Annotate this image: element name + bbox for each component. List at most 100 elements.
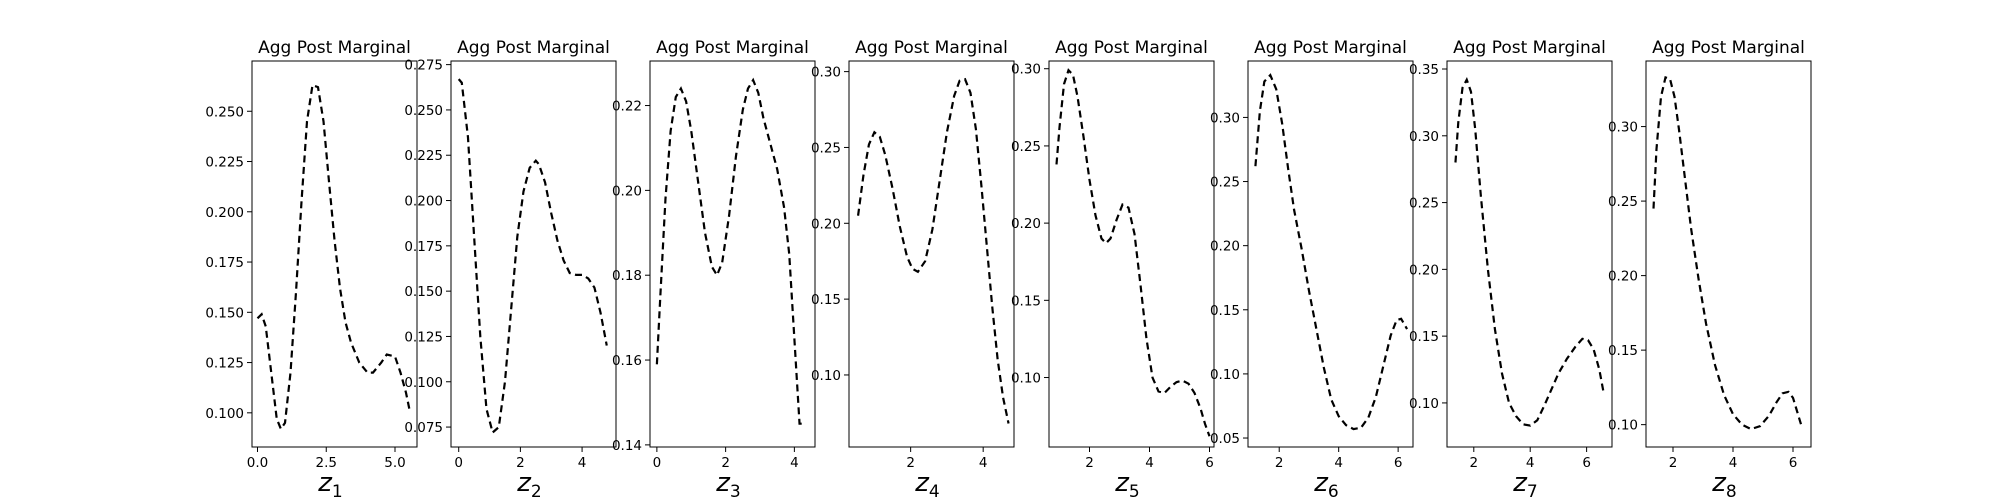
subplot-title: Agg Post Marginal (457, 38, 610, 58)
y-tick-label: 0.20 (612, 183, 642, 199)
subplot-7: Agg Post Marginal 2 4 6 0.10 0.15 0.20 0.25 0.30… (1409, 38, 1613, 500)
y-tick-label: 0.20 (1011, 216, 1041, 232)
x-tick-label: 4 (578, 455, 587, 471)
y-tick-label: 0.14 (612, 438, 642, 454)
y-tick-label: 0.15 (1608, 343, 1638, 359)
x-axis-label: z6 (1313, 468, 1338, 500)
axes-frame (1247, 60, 1414, 448)
x-axis-label: z1 (317, 468, 342, 500)
density-curve (457, 78, 608, 435)
y-tick-label: 0.275 (404, 58, 443, 74)
subplot-4: Agg Post Marginal 2 4 0.10 0.15 0.20 0.25 0.30 z… (811, 38, 1015, 500)
subplot-3: Agg Post Marginal 0 2 4 0.14 0.16 0.18 0.20 0.22… (612, 38, 816, 500)
y-tick-label: 0.30 (1210, 110, 1240, 126)
y-tick-label: 0.30 (1608, 120, 1638, 136)
y-tick-label: 0.175 (205, 255, 244, 271)
axes-frame (450, 60, 617, 448)
y-tick-label: 0.250 (404, 103, 443, 119)
x-tick-label: 2.5 (316, 455, 337, 471)
y-tick-label: 0.100 (205, 406, 244, 422)
x-tick-label: 2 (721, 455, 730, 471)
subplot-title: Agg Post Marginal (855, 38, 1008, 58)
density-curve (655, 77, 805, 425)
x-tick-label: 6 (1789, 455, 1798, 471)
subplot-2: Agg Post Marginal 0 2 4 0.075 0.100 0.125 0.150… (404, 38, 617, 500)
axes-frame (649, 60, 816, 448)
y-tick-label: 0.175 (404, 239, 443, 255)
y-tick-label: 0.15 (1409, 329, 1439, 345)
y-tick-label: 0.20 (1210, 239, 1240, 255)
x-axis-label: z4 (914, 468, 939, 500)
density-curve (1254, 73, 1409, 431)
x-tick-label: 4 (1729, 455, 1738, 471)
y-tick-label: 0.10 (1011, 371, 1041, 387)
y-tick-label: 0.10 (1608, 418, 1638, 434)
subplot-title: Agg Post Marginal (656, 38, 809, 58)
subplot-title: Agg Post Marginal (1453, 38, 1606, 58)
y-tick-label: 0.15 (811, 292, 841, 308)
axes-frame (1048, 60, 1215, 448)
x-axis-label: z7 (1512, 468, 1537, 500)
y-tick-label: 0.10 (811, 368, 841, 384)
axes-frame (1645, 60, 1812, 448)
y-tick-label: 0.25 (1011, 139, 1041, 155)
density-curve (856, 77, 1010, 424)
x-tick-label: 6 (1394, 455, 1403, 471)
y-tick-label: 0.30 (1409, 129, 1439, 145)
y-tick-label: 0.25 (1409, 196, 1439, 212)
subplot-title: Agg Post Marginal (1055, 38, 1208, 58)
y-tick-label: 0.200 (205, 205, 244, 221)
y-tick-label: 0.200 (404, 194, 443, 210)
x-tick-label: 2 (906, 455, 915, 471)
subplot-6: Agg Post Marginal 2 4 6 0.05 0.10 0.15 0.20 0.25… (1210, 38, 1414, 500)
x-axis-label: z8 (1711, 468, 1736, 500)
density-curve (1055, 68, 1211, 437)
x-tick-label: 2 (1275, 455, 1284, 471)
y-tick-label: 0.25 (811, 140, 841, 156)
x-tick-label: 4 (1334, 455, 1343, 471)
x-tick-label: 6 (1205, 455, 1214, 471)
x-tick-label: 4 (790, 455, 799, 471)
y-tick-label: 0.20 (1608, 269, 1638, 285)
subplot-title: Agg Post Marginal (258, 38, 411, 58)
x-tick-label: 2 (1469, 455, 1478, 471)
x-axis-label: z2 (516, 468, 541, 500)
y-tick-label: 0.35 (1409, 62, 1439, 78)
y-tick-label: 0.150 (205, 305, 244, 321)
x-tick-label: 4 (979, 455, 988, 471)
axes-frame (848, 60, 1015, 448)
y-tick-label: 0.20 (1409, 262, 1439, 278)
axes-frame (251, 60, 418, 448)
y-tick-label: 0.25 (1210, 175, 1240, 191)
y-tick-label: 0.25 (1608, 194, 1638, 210)
x-tick-label: 5.0 (384, 455, 405, 471)
y-tick-label: 0.125 (205, 356, 244, 372)
x-tick-label: 2 (1669, 455, 1678, 471)
y-tick-label: 0.30 (811, 65, 841, 81)
subplot-8: Agg Post Marginal 2 4 6 0.10 0.15 0.20 0.25 0.30… (1608, 38, 1812, 500)
x-tick-label: 0.0 (247, 455, 268, 471)
subplot-title: Agg Post Marginal (1254, 38, 1407, 58)
y-tick-label: 0.16 (612, 353, 642, 369)
y-tick-label: 0.30 (1011, 62, 1041, 78)
y-tick-label: 0.150 (404, 284, 443, 300)
y-tick-label: 0.15 (1011, 293, 1041, 309)
subplot-1: Agg Post Marginal 0.0 2.5 5.0 0.100 0.125 0.15… (205, 38, 418, 500)
x-axis-label: z5 (1114, 468, 1139, 500)
x-tick-label: 2 (516, 455, 525, 471)
y-tick-label: 0.075 (404, 420, 443, 436)
y-tick-label: 0.22 (612, 99, 642, 115)
density-curve (256, 83, 412, 432)
x-tick-label: 4 (1526, 455, 1535, 471)
x-axis-label: z3 (715, 468, 740, 500)
density-curve (1652, 75, 1804, 431)
y-tick-label: 0.20 (811, 216, 841, 232)
x-tick-label: 0 (653, 455, 662, 471)
y-tick-label: 0.225 (404, 148, 443, 164)
y-tick-label: 0.225 (205, 155, 244, 171)
x-tick-label: 6 (1582, 455, 1591, 471)
y-tick-label: 0.15 (1210, 303, 1240, 319)
y-tick-label: 0.18 (612, 268, 642, 284)
axes-frame (1446, 60, 1613, 448)
